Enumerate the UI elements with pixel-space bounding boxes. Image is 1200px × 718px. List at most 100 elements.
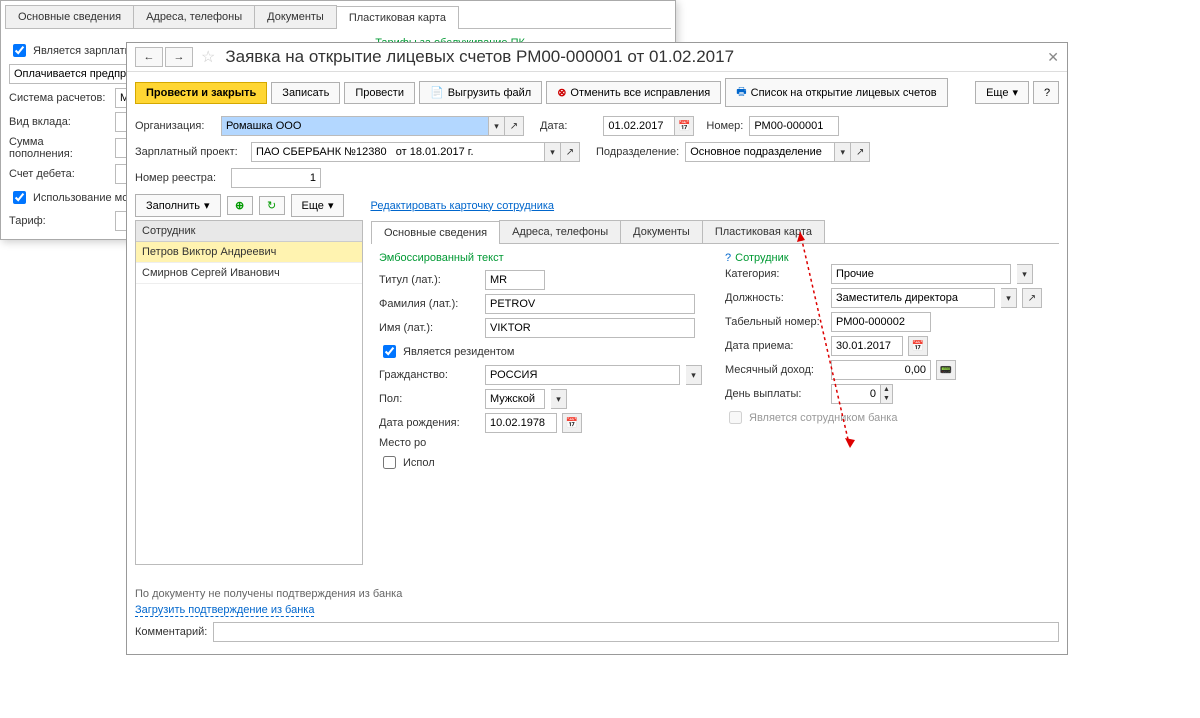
payday-spinner[interactable]: ▲▼ [881, 384, 893, 404]
nav-back-button[interactable]: ← [135, 47, 163, 67]
project-label: Зарплатный проект: [135, 146, 245, 158]
date-label: Дата: [540, 120, 567, 132]
comment-label: Комментарий: [135, 626, 207, 638]
resident-checkbox[interactable] [383, 345, 396, 358]
edit-employee-card-link[interactable]: Редактировать карточку сотрудника [370, 200, 554, 212]
birthdate-input[interactable] [485, 413, 557, 433]
fill-toolbar: Заполнить ▾ ⊕ ↻ Еще ▾ Редактировать карт… [127, 191, 1067, 220]
title-lat-label: Титул (лат.): [379, 274, 479, 286]
registry-input[interactable] [231, 168, 321, 188]
popup-tab-card[interactable]: Пластиковая карта [336, 6, 459, 29]
fill-button[interactable]: Заполнить ▾ [135, 194, 221, 217]
list-item[interactable]: Петров Виктор Андреевич [136, 242, 362, 263]
resident-label: Является резидентом [403, 346, 514, 358]
dept-input[interactable] [685, 142, 835, 162]
main-window: ← → ☆ Заявка на открытие лицевых счетов … [126, 42, 1068, 655]
refresh-icon: ↻ [267, 199, 276, 212]
position-input[interactable] [831, 288, 995, 308]
refresh-button[interactable]: ↻ [259, 196, 285, 215]
nav-forward-button[interactable]: → [165, 47, 193, 67]
tab-plastic-card[interactable]: Пластиковая карта [702, 220, 825, 243]
name-lat-input[interactable] [485, 318, 695, 338]
org-dropdown-icon[interactable]: ▾ [489, 116, 505, 136]
citizenship-label: Гражданство: [379, 369, 479, 381]
position-dropdown-icon[interactable]: ▾ [1001, 288, 1017, 308]
tab-documents[interactable]: Документы [620, 220, 703, 243]
project-input[interactable] [251, 142, 545, 162]
post-button[interactable]: Провести [344, 82, 415, 104]
calculator-icon[interactable]: 📟 [936, 360, 956, 380]
help-icon[interactable]: ? [725, 252, 731, 264]
calendar-icon[interactable]: 📅 [674, 116, 694, 136]
employee-title: Сотрудник [735, 252, 788, 264]
citizenship-dropdown-icon[interactable]: ▾ [686, 365, 702, 385]
tabnum-input[interactable] [831, 312, 931, 332]
mobile-bank-checkbox[interactable] [13, 191, 26, 204]
date-input[interactable] [603, 116, 675, 136]
bank-employee-checkbox [729, 411, 742, 424]
sex-input[interactable] [485, 389, 545, 409]
project-row: Зарплатный проект: ▾ ↗ Подразделение: ▾ … [127, 139, 1067, 165]
open-accounts-list-button[interactable]: 🖶Список на открытие лицевых счетов [725, 78, 947, 107]
tab-main-info[interactable]: Основные сведения [371, 221, 500, 244]
calendar-icon[interactable]: 📅 [562, 413, 582, 433]
registry-row: Номер реестра: [127, 165, 1067, 191]
save-button[interactable]: Записать [271, 82, 340, 104]
titlebar: ← → ☆ Заявка на открытие лицевых счетов … [127, 43, 1067, 72]
hire-date-input[interactable] [831, 336, 903, 356]
load-confirmation-link[interactable]: Загрузить подтверждение из банка [135, 604, 314, 617]
cancel-icon: ⊗ [557, 86, 566, 99]
tabs: Основные сведения Адреса, телефоны Докум… [371, 220, 1059, 244]
close-icon[interactable]: ✕ [1047, 49, 1059, 66]
bank-employee-label: Является сотрудником банка [749, 412, 897, 424]
add-button[interactable]: ⊕ [227, 196, 253, 215]
sex-label: Пол: [379, 393, 479, 405]
help-button[interactable]: ? [1033, 81, 1059, 104]
dept-open-icon[interactable]: ↗ [850, 142, 870, 162]
debit-label: Счет дебета: [9, 168, 109, 180]
more-button[interactable]: Еще ▾ [975, 81, 1029, 104]
comment-input[interactable] [213, 622, 1059, 642]
number-input[interactable] [749, 116, 839, 136]
favorite-icon[interactable]: ☆ [201, 47, 215, 67]
payday-input[interactable] [831, 384, 881, 404]
embossed-title: Эмбоссированный текст [379, 252, 705, 264]
calendar-icon[interactable]: 📅 [908, 336, 928, 356]
org-open-icon[interactable]: ↗ [504, 116, 524, 136]
dept-dropdown-icon[interactable]: ▾ [835, 142, 851, 162]
main-content: Сотрудник Петров Виктор Андреевич Смирно… [127, 220, 1067, 565]
popup-tab-main[interactable]: Основные сведения [5, 5, 134, 28]
position-open-icon[interactable]: ↗ [1022, 288, 1042, 308]
tariff-label: Тариф: [9, 215, 109, 227]
ispol-checkbox[interactable] [383, 456, 396, 469]
list-item[interactable]: Смирнов Сергей Иванович [136, 263, 362, 284]
cancel-corrections-button[interactable]: ⊗Отменить все исправления [546, 81, 721, 104]
more-button-2[interactable]: Еще ▾ [291, 194, 345, 217]
project-dropdown-icon[interactable]: ▾ [545, 142, 561, 162]
sex-dropdown-icon[interactable]: ▾ [551, 389, 567, 409]
project-open-icon[interactable]: ↗ [560, 142, 580, 162]
dept-label: Подразделение: [596, 146, 679, 158]
export-icon: 📄 [430, 86, 444, 99]
registry-label: Номер реестра: [135, 172, 225, 184]
title-lat-input[interactable] [485, 270, 545, 290]
post-and-close-button[interactable]: Провести и закрыть [135, 82, 267, 104]
surname-lat-input[interactable] [485, 294, 695, 314]
embossed-column: Эмбоссированный текст Титул (лат.): Фами… [379, 252, 705, 476]
employee-list: Сотрудник Петров Виктор Андреевич Смирно… [135, 220, 363, 565]
tab-addresses[interactable]: Адреса, телефоны [499, 220, 621, 243]
popup-tab-addresses[interactable]: Адреса, телефоны [133, 5, 255, 28]
income-input[interactable] [831, 360, 931, 380]
ispol-label: Испол [403, 457, 435, 469]
popup-tab-documents[interactable]: Документы [254, 5, 337, 28]
salary-card-checkbox[interactable] [13, 44, 26, 57]
topup-label: Сумма пополнения: [9, 136, 109, 160]
citizenship-input[interactable] [485, 365, 680, 385]
org-input[interactable] [221, 116, 489, 136]
category-input[interactable] [831, 264, 1011, 284]
popup-tabs: Основные сведения Адреса, телефоны Докум… [5, 5, 671, 29]
export-file-button[interactable]: 📄Выгрузить файл [419, 81, 542, 104]
birthplace-label: Место ро [379, 437, 479, 449]
category-dropdown-icon[interactable]: ▾ [1017, 264, 1033, 284]
number-label: Номер: [706, 120, 743, 132]
